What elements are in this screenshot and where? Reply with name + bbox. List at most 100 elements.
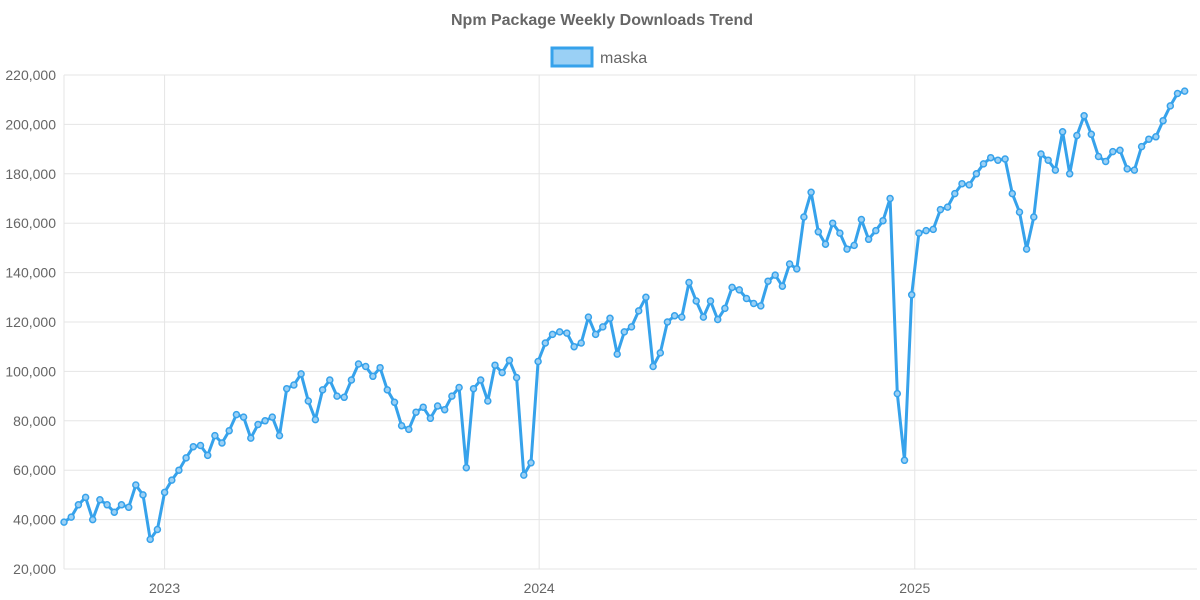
data-point[interactable] <box>699 313 708 321</box>
data-point[interactable] <box>620 328 629 336</box>
data-point[interactable] <box>261 417 269 425</box>
data-point[interactable] <box>203 451 212 460</box>
data-point[interactable] <box>793 265 801 273</box>
data-point[interactable] <box>864 235 873 244</box>
data-point[interactable] <box>168 476 176 484</box>
data-point[interactable] <box>670 312 679 320</box>
data-point[interactable] <box>369 372 377 381</box>
data-point[interactable] <box>239 413 248 421</box>
data-point[interactable] <box>1152 133 1160 141</box>
data-point[interactable] <box>484 397 492 405</box>
data-point[interactable] <box>1130 166 1139 174</box>
data-point[interactable] <box>175 466 183 474</box>
data-point[interactable] <box>182 454 190 462</box>
data-point[interactable] <box>678 313 686 321</box>
data-point[interactable] <box>872 226 880 235</box>
data-point[interactable] <box>1173 89 1182 98</box>
data-point[interactable] <box>1109 147 1117 156</box>
data-point[interactable] <box>764 277 772 285</box>
data-point[interactable] <box>814 228 823 236</box>
data-point[interactable] <box>290 381 298 389</box>
data-point[interactable] <box>333 392 341 400</box>
data-point[interactable] <box>275 431 284 440</box>
data-point[interactable] <box>225 426 233 435</box>
data-point[interactable] <box>146 535 154 544</box>
data-point[interactable] <box>426 414 435 423</box>
data-point[interactable] <box>749 299 758 308</box>
data-point[interactable] <box>1001 155 1009 163</box>
data-point[interactable] <box>879 216 887 225</box>
data-point[interactable] <box>692 297 700 305</box>
data-point[interactable] <box>886 194 894 203</box>
data-point[interactable] <box>1008 189 1017 198</box>
data-point[interactable] <box>800 213 808 221</box>
data-point[interactable] <box>1159 116 1167 125</box>
data-point[interactable] <box>527 459 535 467</box>
data-point[interactable] <box>74 501 83 509</box>
data-point[interactable] <box>979 160 988 168</box>
data-point[interactable] <box>893 389 902 398</box>
data-point[interactable] <box>211 431 219 440</box>
data-point[interactable] <box>455 383 463 392</box>
data-point[interactable] <box>1044 156 1052 164</box>
data-point[interactable] <box>132 481 140 489</box>
data-point[interactable] <box>685 278 693 287</box>
data-point[interactable] <box>591 330 600 339</box>
data-point[interactable] <box>570 342 578 351</box>
data-point[interactable] <box>915 229 923 237</box>
data-point[interactable] <box>196 441 205 450</box>
data-point[interactable] <box>836 229 844 237</box>
data-point[interactable] <box>361 362 370 371</box>
data-point[interactable] <box>1037 150 1045 158</box>
data-point[interactable] <box>936 205 945 214</box>
data-point[interactable] <box>1166 102 1175 110</box>
data-point[interactable] <box>606 314 614 323</box>
data-point[interactable] <box>613 350 621 358</box>
data-point[interactable] <box>735 286 744 294</box>
data-point[interactable] <box>512 373 521 382</box>
data-point[interactable] <box>520 471 528 479</box>
data-point[interactable] <box>254 420 262 429</box>
data-point[interactable] <box>218 439 226 447</box>
data-point[interactable] <box>354 360 363 368</box>
data-point[interactable] <box>268 413 277 421</box>
data-point[interactable] <box>189 442 198 451</box>
data-point[interactable] <box>448 392 456 400</box>
data-point[interactable] <box>67 513 75 521</box>
data-point[interactable] <box>951 189 959 198</box>
data-point[interactable] <box>1087 130 1096 139</box>
data-point[interactable] <box>958 179 966 188</box>
data-point[interactable] <box>656 349 665 357</box>
data-point[interactable] <box>505 356 514 365</box>
data-point[interactable] <box>390 398 399 407</box>
data-point[interactable] <box>757 302 765 310</box>
data-point[interactable] <box>663 318 672 326</box>
data-point[interactable] <box>728 283 736 292</box>
data-point[interactable] <box>476 376 485 384</box>
data-point[interactable] <box>994 156 1002 164</box>
data-point[interactable] <box>139 491 147 499</box>
data-point[interactable] <box>383 386 392 394</box>
data-point[interactable] <box>318 386 327 394</box>
data-point[interactable] <box>160 488 169 497</box>
data-point[interactable] <box>297 370 305 378</box>
data-point[interactable] <box>907 291 916 299</box>
data-point[interactable] <box>972 170 981 178</box>
data-point[interactable] <box>534 357 542 366</box>
data-point[interactable] <box>304 397 313 405</box>
data-point[interactable] <box>742 294 751 303</box>
data-point[interactable] <box>81 493 90 502</box>
data-point[interactable] <box>1101 157 1110 166</box>
data-point[interactable] <box>599 323 607 331</box>
data-point[interactable] <box>1022 245 1031 253</box>
data-point[interactable] <box>929 225 937 234</box>
data-point[interactable] <box>405 425 413 434</box>
data-point[interactable] <box>397 421 406 430</box>
data-point[interactable] <box>103 501 111 509</box>
data-point[interactable] <box>541 339 550 347</box>
data-point[interactable] <box>117 501 126 509</box>
data-point[interactable] <box>1137 142 1146 151</box>
data-point[interactable] <box>642 293 650 302</box>
data-point[interactable] <box>124 503 133 512</box>
data-point[interactable] <box>634 307 643 315</box>
